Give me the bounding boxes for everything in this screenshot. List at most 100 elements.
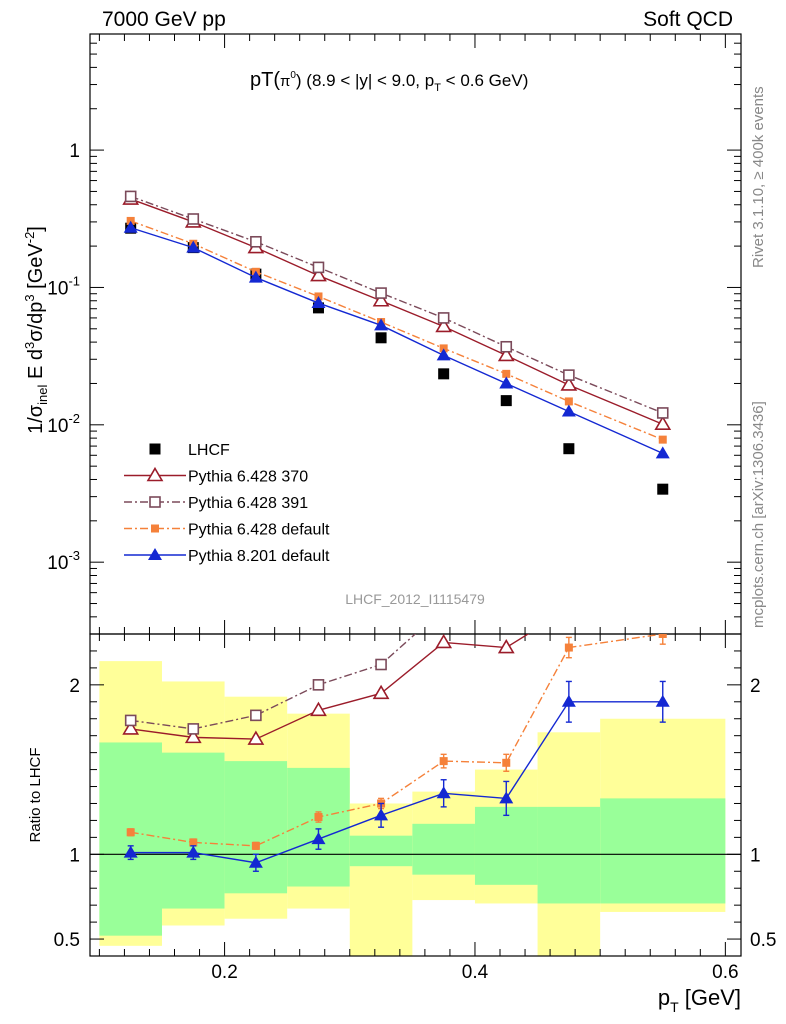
- data-point: [655, 446, 670, 459]
- data-point: [500, 395, 512, 407]
- ylabel-part-i: ]: [25, 226, 47, 232]
- outer-band-bin: [349, 803, 413, 956]
- ratio-series-pythia-6-428-391: [124, 634, 417, 735]
- ylabel-part-g: [GeV: [25, 243, 47, 295]
- xlabel-part-a: p: [658, 985, 670, 1010]
- ylabel-part-c: E d: [25, 349, 47, 385]
- data-point: [654, 415, 672, 431]
- ratio-point: [502, 758, 511, 767]
- data-point: [250, 235, 262, 248]
- ratio-point: [564, 643, 573, 652]
- series-line: [130, 227, 664, 454]
- title-part-f: < 0.6 GeV): [441, 71, 528, 90]
- data-point: [438, 368, 450, 380]
- data-point: [124, 190, 137, 203]
- plot-title: pT(π0) (8.9 < |y| < 9.0, pT < 0.6 GeV): [250, 69, 528, 94]
- ratio-point: [375, 658, 387, 671]
- ratio-point: [312, 679, 325, 691]
- data-point: [657, 483, 669, 495]
- data-point: [374, 318, 389, 331]
- ratio-y-tick-label-right: 1: [750, 845, 761, 866]
- title-part-e: T: [434, 82, 441, 94]
- data-point: [497, 346, 515, 362]
- data-point: [502, 369, 511, 378]
- title-part-a: pT(: [250, 69, 280, 91]
- series-line: [130, 220, 664, 441]
- x-tick-label: 0.4: [462, 962, 489, 983]
- x-axis-label: pT [GeV]: [658, 985, 741, 1015]
- legend-label: LHCF: [188, 442, 230, 459]
- data-point: [248, 270, 263, 283]
- ratio-point: [251, 841, 260, 850]
- data-point: [435, 317, 453, 333]
- legend-label: Pythia 6.428 391: [188, 495, 308, 512]
- ylabel-part-f: 3: [22, 294, 37, 301]
- inner-band-bin: [600, 798, 726, 904]
- ratio-y-tick-label-left: 1: [69, 845, 80, 866]
- legend-marker: [146, 466, 164, 482]
- series-pythia-6-428-391: [124, 190, 669, 419]
- data-point: [123, 220, 138, 233]
- category-label: Soft QCD: [643, 8, 733, 31]
- data-point: [187, 213, 200, 225]
- legend-label: Pythia 6.428 default: [188, 522, 330, 539]
- main-y-tick-label: 10-2: [47, 411, 80, 437]
- ratio-point: [247, 730, 265, 745]
- ylabel-part-b: inel: [35, 384, 50, 404]
- ratio-point: [314, 813, 323, 822]
- inner-band-bin: [474, 806, 538, 885]
- ylabel-part-a: 1/σ: [25, 404, 47, 434]
- ylabel-part-e: σ/dp: [25, 302, 47, 342]
- inner-band-bin: [349, 835, 413, 867]
- series-pythia-8-201-default: [123, 220, 670, 459]
- legend-entry: LHCF: [149, 442, 230, 459]
- main-y-tick-label: 10-1: [47, 273, 80, 299]
- data-point: [375, 287, 387, 299]
- legend-marker: [149, 496, 161, 508]
- data-point: [561, 404, 576, 417]
- ratio-point: [187, 723, 200, 735]
- ratio-point: [374, 808, 389, 821]
- legend-label: Pythia 6.428 370: [188, 469, 308, 486]
- main-plot-frame: [89, 33, 742, 635]
- inner-band-bin: [99, 742, 162, 936]
- legend-label: Pythia 8.201 default: [188, 548, 330, 565]
- ratio-point: [248, 855, 263, 868]
- ratio-series-pythia-6-428-370: [122, 634, 530, 745]
- ratio-series-group: [122, 634, 670, 872]
- data-point: [563, 443, 575, 455]
- legend: LHCF Pythia 6.428 370 Pythia 6.428 391 Pyth…: [124, 442, 330, 565]
- xlabel-part-c: [GeV]: [679, 985, 741, 1010]
- data-point: [311, 296, 326, 309]
- ratio-point: [122, 720, 140, 735]
- data-point: [375, 332, 387, 344]
- ratio-point: [123, 845, 138, 858]
- ratio-point: [311, 832, 326, 845]
- ratio-point: [655, 694, 670, 707]
- data-point: [500, 340, 513, 353]
- ratio-point: [658, 634, 667, 638]
- x-tick-label: 0.6: [712, 962, 738, 983]
- data-point: [372, 292, 390, 307]
- series-line: [130, 198, 664, 425]
- ylabel-part-h: -2: [22, 232, 37, 244]
- ratio-point: [499, 791, 514, 804]
- xlabel-part-b: T: [670, 999, 679, 1015]
- ratio-point: [186, 845, 201, 858]
- data-point: [439, 344, 448, 353]
- ratio-point: [189, 838, 198, 847]
- inner-band-bin: [287, 767, 350, 887]
- legend-entry: Pythia 6.428 default: [124, 522, 330, 539]
- data-point: [310, 266, 327, 282]
- legend-entry: Pythia 6.428 391: [124, 495, 308, 512]
- series-pythia-6-428-370: [122, 190, 672, 431]
- ratio-point: [184, 728, 202, 744]
- ratio-point: [310, 701, 327, 717]
- data-point: [564, 397, 573, 406]
- data-point: [186, 240, 201, 253]
- ratio-axis-ticks: 0.5 0.5 1 1 2 2 0.2 0.4 0.6: [54, 634, 776, 983]
- ratio-point: [126, 828, 135, 837]
- main-y-tick-label: 10-3: [47, 548, 80, 574]
- data-point: [499, 376, 514, 389]
- main-axis-ticks: 10-3 10-2 10-1 1: [47, 33, 741, 635]
